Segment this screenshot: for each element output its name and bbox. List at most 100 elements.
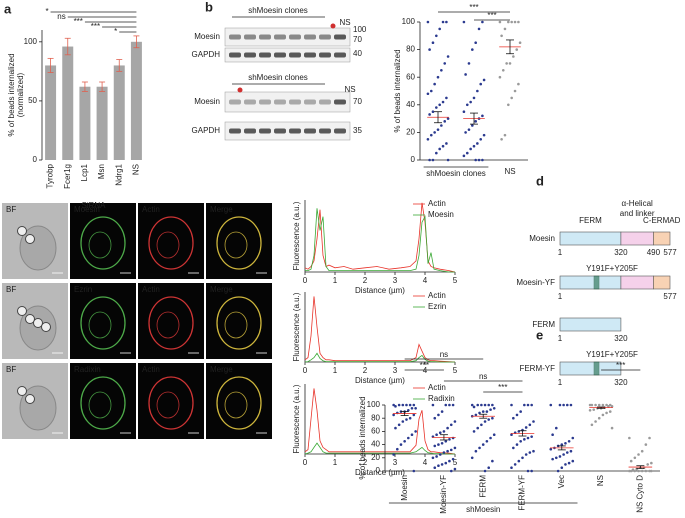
blot-band	[319, 34, 331, 40]
micrograph-label: Radixin	[74, 365, 101, 374]
residue-label: 1	[558, 378, 563, 387]
data-point	[510, 20, 513, 24]
data-point	[444, 461, 448, 465]
data-point	[433, 416, 437, 420]
cell-outline	[80, 376, 126, 430]
data-point	[571, 459, 575, 463]
blot-band	[244, 52, 256, 58]
y-tick-label: 80	[406, 45, 415, 54]
data-point	[464, 73, 467, 76]
data-point	[433, 466, 437, 470]
domain-box	[559, 361, 622, 376]
data-point	[648, 469, 651, 473]
data-point	[436, 75, 440, 79]
data-point	[426, 92, 430, 96]
data-point	[564, 463, 567, 466]
x-tick-label: 5	[453, 276, 458, 285]
data-point	[648, 436, 651, 440]
data-point	[560, 443, 564, 446]
data-point	[503, 27, 507, 31]
x-tick-label: 4	[423, 366, 428, 375]
data-point	[482, 78, 486, 82]
x-tick-label: FERM-YF	[518, 475, 527, 511]
bar	[62, 46, 74, 160]
y-tick-label: 40	[406, 100, 415, 109]
legend-label: Ezrin	[428, 302, 446, 311]
data-point	[399, 443, 403, 446]
cell-outline	[148, 376, 194, 430]
data-point	[528, 423, 532, 427]
cell-outline	[224, 391, 248, 419]
x-tick-label: Lcp1	[80, 163, 89, 181]
data-point	[644, 443, 648, 446]
blot-band	[229, 99, 241, 105]
domain-box	[620, 275, 654, 290]
data-point	[640, 449, 644, 453]
data-point	[435, 433, 438, 437]
data-point	[481, 20, 484, 24]
x-tick-label: 0	[303, 366, 308, 375]
data-point	[408, 416, 412, 420]
x-tick-label: 4	[423, 458, 428, 467]
data-point	[462, 20, 466, 24]
data-point	[442, 451, 446, 454]
data-point	[637, 453, 640, 456]
x-axis-label: Distance (µm)	[355, 376, 405, 385]
x-tick-label: 2	[363, 276, 368, 285]
data-point	[610, 405, 614, 408]
significance-label: *	[45, 7, 48, 16]
data-point	[412, 403, 416, 407]
data-point	[597, 416, 601, 420]
cell-outline	[224, 311, 248, 339]
x-tick-label: 2	[363, 366, 368, 375]
blot-group-label: shMoesin clones	[248, 73, 308, 82]
data-point	[590, 423, 594, 427]
data-point	[467, 128, 471, 131]
marker-label: 100	[353, 25, 367, 34]
data-point	[489, 408, 492, 411]
data-point	[446, 117, 450, 120]
x-tick-label: NS	[132, 164, 141, 175]
y-tick-label: 100	[402, 17, 416, 26]
data-point	[644, 469, 648, 473]
data-point	[482, 133, 486, 137]
blot-band	[229, 128, 241, 134]
data-point	[465, 151, 469, 155]
legend-label: Moesin	[428, 210, 454, 219]
blot-frame	[224, 91, 351, 113]
data-point	[448, 438, 451, 441]
data-point	[510, 433, 513, 437]
data-point	[476, 426, 480, 430]
data-point	[410, 407, 414, 410]
blot-band	[259, 128, 271, 134]
group-label: shMoesin	[466, 505, 500, 514]
significance-label: *	[114, 27, 117, 36]
data-point	[491, 403, 494, 407]
domain-label: and linker	[620, 209, 655, 218]
data-line	[304, 388, 456, 455]
significance-label: ns	[479, 372, 487, 381]
data-point	[426, 138, 430, 141]
data-point	[477, 27, 481, 31]
bead	[17, 226, 27, 236]
blot-band	[289, 34, 301, 40]
data-point	[530, 469, 533, 473]
legend-label: Actin	[428, 199, 446, 208]
data-point	[498, 20, 502, 24]
x-tick-label: 4	[423, 276, 428, 285]
x-axis-label: Distance (µm)	[355, 286, 405, 295]
data-point	[487, 403, 491, 407]
data-point	[562, 403, 565, 407]
blot-ns-label: NS	[339, 18, 350, 27]
data-point	[483, 469, 487, 473]
y-tick-label: 100	[24, 37, 38, 46]
residue-label: 320	[614, 378, 628, 387]
y-tick-label: 60	[371, 427, 380, 436]
cell-outline	[216, 216, 262, 270]
data-point	[492, 433, 496, 437]
data-point	[526, 403, 530, 407]
group-label: shMoesin clones	[426, 169, 486, 178]
micrograph-label: Actin	[142, 365, 160, 374]
residue-label: 490	[647, 248, 661, 257]
legend-label: Actin	[428, 383, 446, 392]
